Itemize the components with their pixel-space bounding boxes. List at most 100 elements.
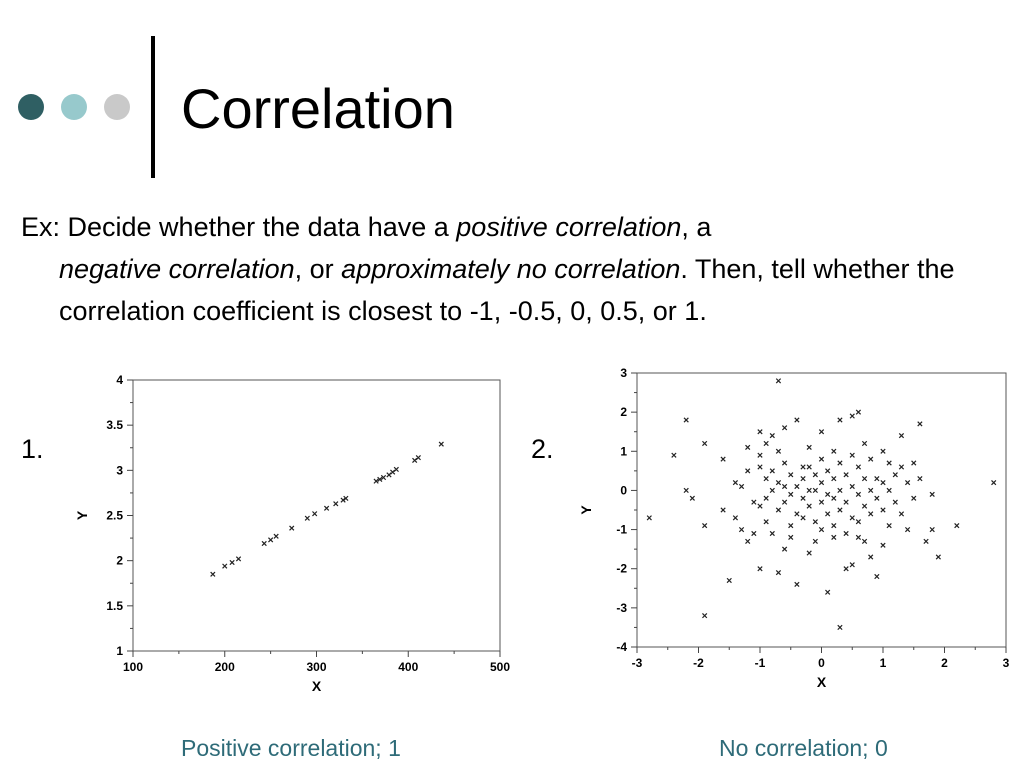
data-point xyxy=(775,448,782,454)
data-point xyxy=(340,497,346,503)
data-point xyxy=(720,456,726,462)
plot-frame xyxy=(636,372,1007,648)
data-point xyxy=(812,472,818,478)
data-point xyxy=(415,455,421,461)
data-point xyxy=(343,495,349,501)
term-negative-correlation: negative correlation xyxy=(59,254,295,284)
data-point xyxy=(738,526,745,533)
x-tick-label: 3 xyxy=(1003,656,1010,670)
data-point xyxy=(837,487,843,494)
data-point xyxy=(935,554,941,560)
data-point xyxy=(831,534,837,541)
data-point xyxy=(868,487,874,494)
data-point xyxy=(874,476,880,482)
data-point xyxy=(229,559,235,566)
data-point xyxy=(886,487,892,494)
data-point xyxy=(745,444,751,450)
data-point xyxy=(751,530,757,537)
bullet-dot-dark xyxy=(18,94,44,120)
y-tick-label: 4 xyxy=(116,373,123,387)
data-point xyxy=(874,573,880,580)
data-point xyxy=(825,491,831,497)
question-text: Ex: Decide whether the data have a posit… xyxy=(21,206,1001,332)
data-point xyxy=(763,476,769,482)
data-point xyxy=(849,562,855,568)
data-point xyxy=(837,460,843,466)
y-tick-label: -4 xyxy=(616,640,627,654)
data-point xyxy=(991,479,997,486)
data-point xyxy=(904,479,911,486)
data-point xyxy=(825,589,831,595)
data-point xyxy=(812,538,818,544)
y-tick-label: 1 xyxy=(116,644,123,658)
data-point xyxy=(880,448,886,454)
data-point xyxy=(806,444,812,450)
data-point xyxy=(868,511,874,517)
data-point xyxy=(812,487,818,494)
data-point xyxy=(781,546,788,552)
x-tick-label: -1 xyxy=(755,656,766,670)
data-point xyxy=(261,540,267,547)
y-tick-label: 3 xyxy=(116,463,123,477)
data-point xyxy=(843,472,849,478)
data-point xyxy=(763,495,769,501)
data-point xyxy=(386,472,392,478)
data-point xyxy=(818,456,825,462)
data-point xyxy=(689,495,695,501)
data-point xyxy=(886,523,892,529)
data-point xyxy=(333,501,339,507)
data-point xyxy=(843,499,849,505)
data-point xyxy=(763,519,769,525)
item-1-label: 1. xyxy=(21,434,44,464)
data-point xyxy=(751,499,757,505)
data-point xyxy=(763,440,769,447)
data-point xyxy=(720,507,726,513)
data-point xyxy=(812,519,818,525)
data-point xyxy=(818,499,825,505)
data-point xyxy=(757,566,763,572)
item-2-label: 2. xyxy=(531,434,554,464)
data-point xyxy=(683,487,689,494)
data-point xyxy=(732,479,739,486)
data-point xyxy=(855,519,862,525)
data-point xyxy=(861,476,868,482)
x-tick-label: 100 xyxy=(123,660,143,674)
data-point xyxy=(929,491,935,497)
term-positive-correlation: positive correlation xyxy=(456,212,682,242)
y-axis-label: Y xyxy=(74,510,90,520)
data-point xyxy=(794,511,800,517)
bullet-dot-teal xyxy=(61,94,87,120)
data-point xyxy=(880,479,886,486)
data-point xyxy=(892,499,898,505)
data-point xyxy=(868,456,874,462)
page-title: Correlation xyxy=(181,77,455,140)
data-point xyxy=(312,511,318,517)
caption-1: Positive correlation; 1 xyxy=(181,735,401,761)
data-point xyxy=(702,440,708,447)
data-point xyxy=(235,556,242,562)
x-tick-label: 0 xyxy=(818,656,825,670)
term-no-correlation: approximately no correlation xyxy=(341,254,681,284)
data-point xyxy=(268,537,274,543)
data-point xyxy=(818,429,825,435)
data-point xyxy=(788,523,794,529)
data-point xyxy=(831,476,837,482)
data-point xyxy=(757,429,763,435)
data-point xyxy=(781,460,788,466)
data-point xyxy=(775,507,782,513)
question-separator-2: , or xyxy=(294,254,342,284)
data-point xyxy=(849,452,855,458)
y-tick-label: -1 xyxy=(616,523,627,537)
data-point xyxy=(800,515,806,521)
data-point xyxy=(794,581,800,587)
data-point xyxy=(769,530,775,537)
question-prefix: Ex: Decide whether the data have a xyxy=(21,212,457,242)
data-point xyxy=(843,530,849,537)
data-point xyxy=(788,472,794,478)
data-point xyxy=(775,479,782,486)
data-point xyxy=(954,523,960,529)
data-point xyxy=(769,487,775,494)
data-point xyxy=(800,476,806,482)
